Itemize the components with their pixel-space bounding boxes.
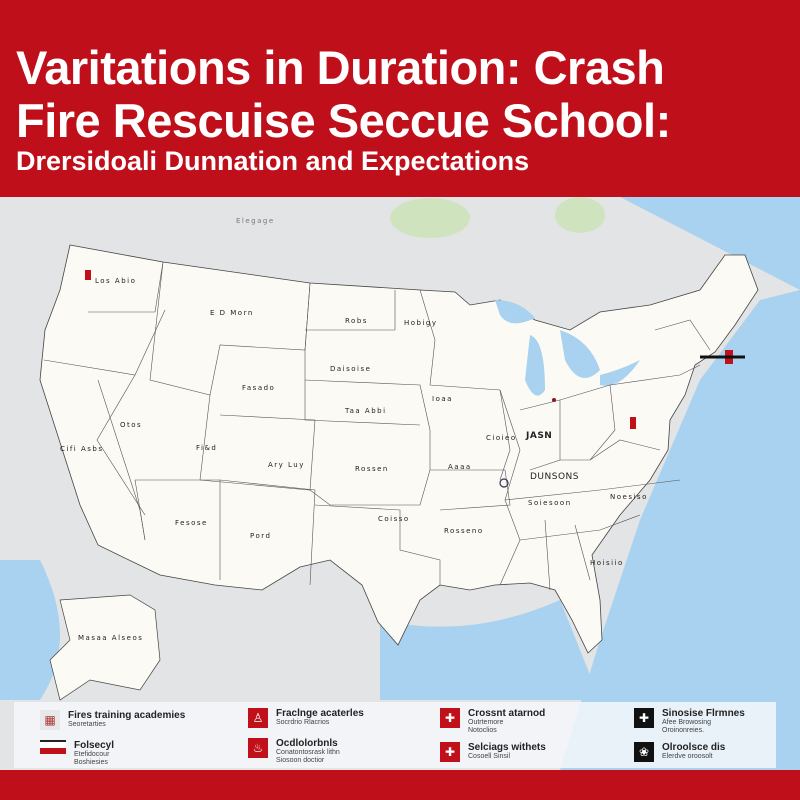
pacific-water bbox=[0, 560, 60, 700]
legend-item: Folsecyl Etefidocour Boshiesies bbox=[40, 740, 114, 767]
map-label: Los Abio bbox=[95, 277, 137, 285]
legend-title: Crossnt atarnod bbox=[468, 708, 546, 719]
pin-dot[interactable] bbox=[552, 398, 556, 402]
legend-item: ✚ Crossnt atarnod Outrtemore Notoclios bbox=[440, 708, 545, 735]
legend-subtitle: Etefidocour Boshiesies bbox=[74, 751, 110, 766]
legend-title: Fraclnge acaterles bbox=[276, 708, 364, 719]
map-label: Cifi Asbs bbox=[60, 445, 104, 453]
legend-item: ▦ Fires training academies Seoretarties bbox=[40, 710, 185, 730]
legend-item: ✚ Sinosise Flrmnes Afee Browosing Oroinon… bbox=[634, 708, 745, 735]
state-borders bbox=[43, 261, 711, 591]
map-label: Taa Abbi bbox=[345, 407, 387, 415]
legend-title: Olroolsce dis bbox=[662, 742, 726, 753]
pin-chicago[interactable] bbox=[499, 478, 509, 488]
map-label: Ioaa bbox=[432, 395, 453, 403]
badge-icon: ❀ bbox=[634, 742, 654, 762]
legend-item: ❀ Olroolsce dis Elerdve oroosolt bbox=[634, 742, 725, 762]
map-label: Rossen bbox=[355, 465, 389, 473]
map-label: Soiesoon bbox=[528, 499, 572, 507]
extinguisher-icon: ♨ bbox=[248, 738, 268, 758]
fire-icon: ✚ bbox=[440, 708, 460, 728]
footer-bar bbox=[0, 770, 800, 800]
park-area bbox=[555, 197, 605, 233]
map-label: Noesiso bbox=[610, 493, 648, 501]
fire-icon: ✚ bbox=[440, 742, 460, 762]
page-title-line1: Varitations in Duration: Crash bbox=[16, 41, 665, 94]
map-label: Fesose bbox=[175, 519, 208, 527]
map-label: Fasado bbox=[242, 384, 276, 392]
legend-title: Sinosise Flrmnes bbox=[662, 708, 745, 719]
legend-subtitle: Conatontosrask lithn Siosoon doctior bbox=[276, 749, 340, 764]
building-icon: ▦ bbox=[40, 710, 60, 730]
page-subtitle: Drersidoali Dunnation and Expectations bbox=[16, 146, 530, 176]
legend-item: ♙ Fraclnge acaterles Socrdrio Rlacrios bbox=[248, 708, 364, 728]
map-label: Elegage bbox=[236, 217, 275, 225]
legend-subtitle: Elerdve oroosolt bbox=[662, 753, 713, 760]
alaska-outline bbox=[49, 594, 161, 701]
legend-subtitle: Afee Browosing Oroinonreies. bbox=[662, 719, 712, 734]
map-label: Hobigy bbox=[404, 319, 438, 327]
map-markers bbox=[85, 270, 745, 488]
map-label: Ary Luy bbox=[268, 461, 305, 469]
map-label: JASN bbox=[526, 431, 553, 441]
legend-subtitle: Outrtemore Notoclios bbox=[468, 719, 504, 734]
map-label: Fi&d bbox=[196, 444, 218, 452]
map-label: Daisoise bbox=[330, 365, 372, 373]
legend-item: ♨ Ocdlolorbnls Conatontosrask lithn Sioso… bbox=[248, 738, 340, 765]
legend-title: Selciags withets bbox=[468, 742, 546, 753]
map-label: DUNSONS bbox=[530, 472, 579, 482]
map-label: Masaa Alseos bbox=[78, 634, 144, 642]
legend-title: Ocdlolorbnls bbox=[276, 738, 338, 749]
map-canvas bbox=[0, 197, 800, 770]
legend-title: Folsecyl bbox=[74, 740, 115, 751]
map-label: Pord bbox=[250, 532, 272, 540]
legend-item: ✚ Selciags withets Cosoell Sinsil bbox=[440, 742, 546, 762]
pin-pennsylvania[interactable] bbox=[630, 417, 636, 429]
map-label: Rosseno bbox=[444, 527, 484, 535]
us-map: Elegage Los Abio E D Morn Robs Hobigy Da… bbox=[0, 197, 800, 770]
map-label: Hoisiio bbox=[590, 559, 624, 567]
gulf-of-mexico bbox=[380, 600, 600, 700]
map-label: Cioieo bbox=[486, 434, 517, 442]
legend-subtitle: Cosoell Sinsil bbox=[468, 753, 511, 760]
map-label: Otos bbox=[120, 421, 143, 429]
pin-washington[interactable] bbox=[85, 270, 91, 280]
plus-icon: ✚ bbox=[634, 708, 654, 728]
flag-icon bbox=[40, 740, 66, 754]
great-lakes bbox=[495, 300, 640, 396]
park-area bbox=[390, 198, 470, 238]
map-label: Coisso bbox=[378, 515, 410, 523]
legend-title: Fires training academies bbox=[68, 710, 186, 721]
map-label: Robs bbox=[345, 317, 368, 325]
legend-subtitle: Seoretarties bbox=[68, 721, 106, 728]
legend-subtitle: Socrdrio Rlacrios bbox=[276, 719, 330, 726]
page-title-line2: Fire Rescuise Seccue School: bbox=[16, 94, 671, 147]
map-label: E D Morn bbox=[210, 309, 254, 317]
header-banner: Varitations in Duration: Crash Fire Resc… bbox=[0, 0, 800, 197]
legend: ▦ Fires training academies Seoretarties F… bbox=[14, 702, 776, 768]
map-label: Aaaa bbox=[448, 463, 472, 471]
firefighter-icon: ♙ bbox=[248, 708, 268, 728]
atlantic-ocean bbox=[560, 197, 800, 770]
